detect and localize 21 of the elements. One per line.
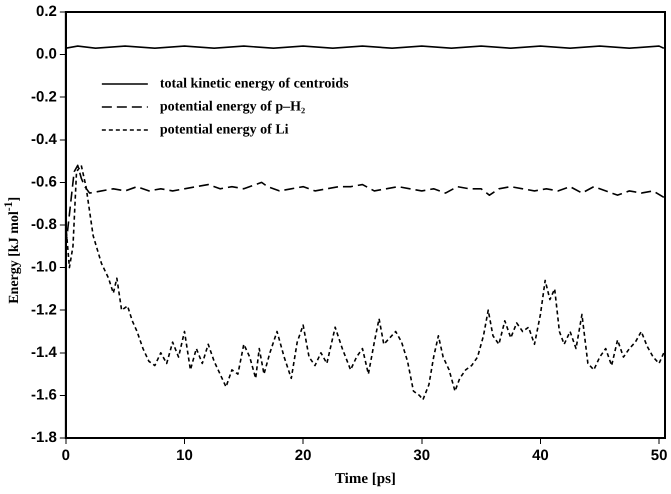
y-tick-label: -1.0 — [30, 258, 57, 276]
x-tick-label: 0 — [62, 447, 70, 464]
legend-label: total kinetic energy of centroids — [160, 76, 350, 92]
x-axis-title: Time [ps] — [334, 470, 396, 487]
y-tick-label: -1.6 — [30, 386, 57, 404]
y-tick-label: -1.2 — [30, 301, 57, 318]
y-tick-label: -0.4 — [30, 130, 58, 148]
x-tick-label: 50 — [650, 447, 668, 464]
x-tick-label: 30 — [413, 447, 430, 464]
y-tick-label: 0.0 — [36, 46, 57, 63]
x-tick-label: 20 — [294, 447, 312, 464]
y-tick-label: -1.8 — [30, 429, 57, 446]
y-tick-label: -0.2 — [30, 88, 57, 106]
y-tick-label: -0.8 — [30, 216, 57, 234]
y-tick-label: 0.2 — [36, 3, 57, 20]
legend-label: potential energy of p–H₂ — [160, 100, 306, 115]
x-tick-label: 10 — [176, 447, 193, 464]
y-tick-label: -0.6 — [30, 174, 57, 191]
y-tick-label: -1.4 — [30, 344, 58, 361]
x-tick-label: 40 — [532, 447, 549, 464]
legend-label: potential energy of Li — [160, 122, 289, 138]
